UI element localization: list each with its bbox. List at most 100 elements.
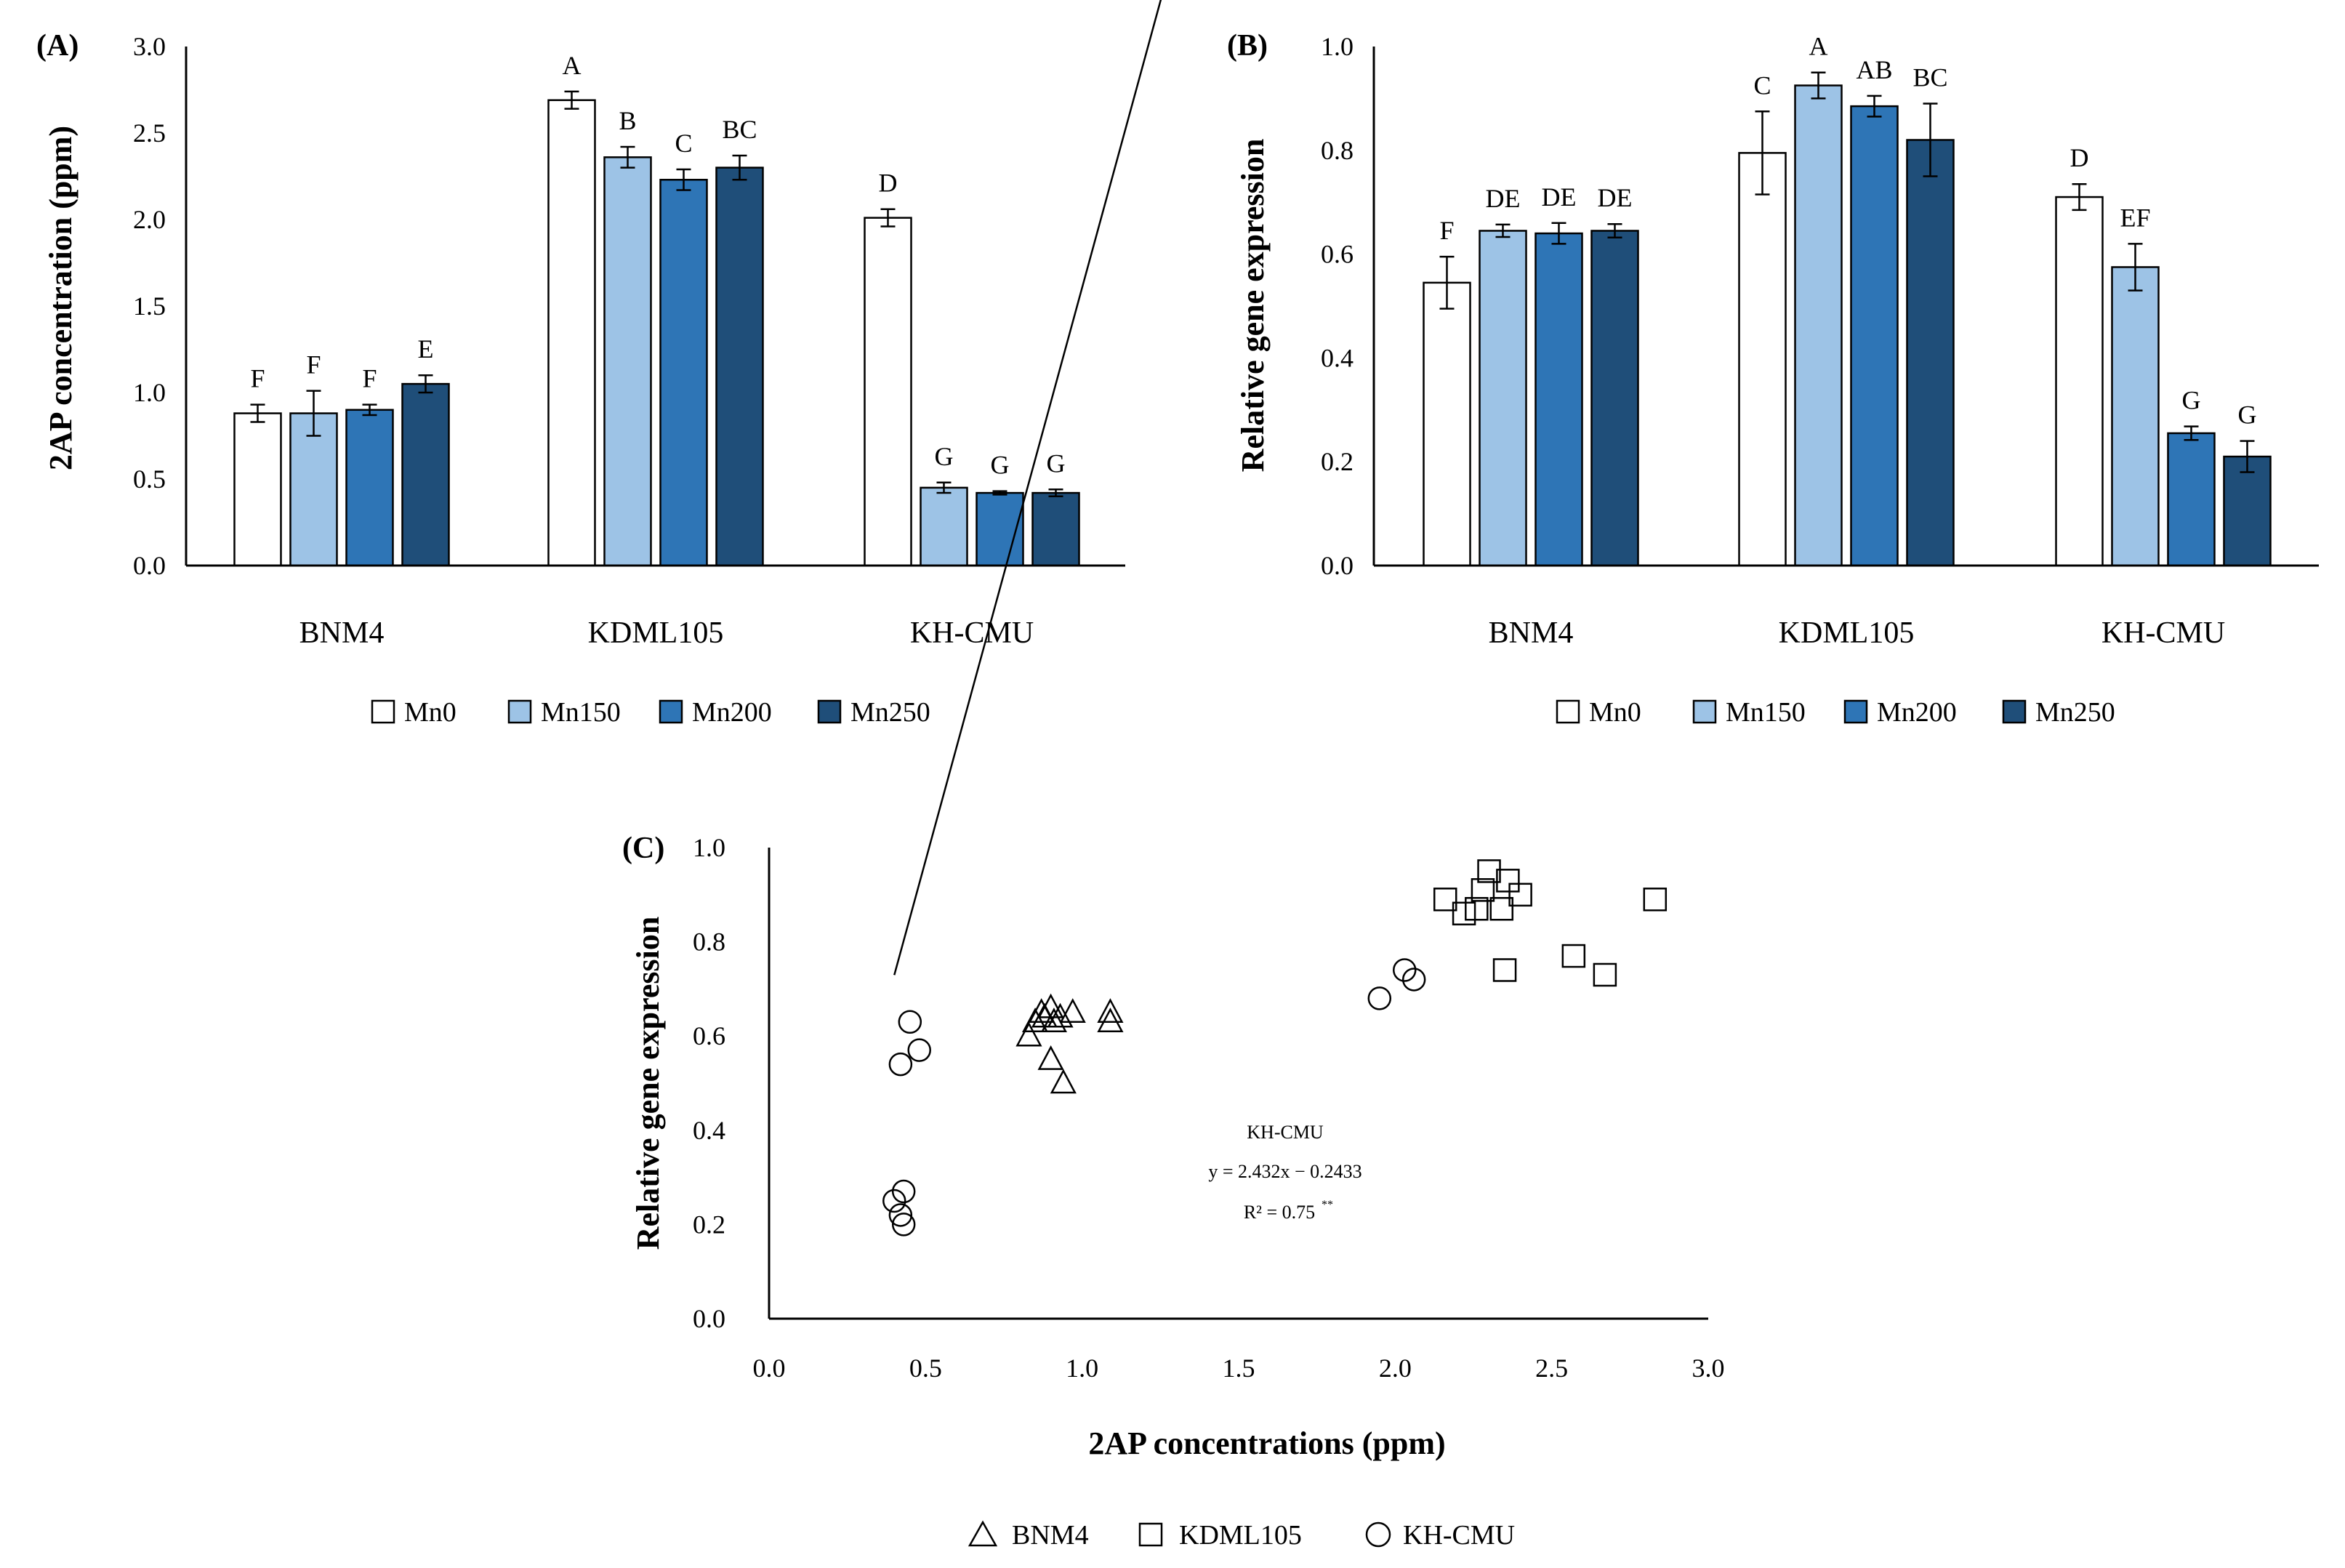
panel-a-legend-item-mn0: Mn0	[371, 697, 456, 728]
panel-b-y-ticks: 0.0 0.2 0.4 0.6 0.8 1.0	[1321, 32, 1353, 580]
panel-c-point-kh-cmu-4	[1367, 986, 1392, 1010]
panel-b-legend-label-mn0: Mn0	[1589, 697, 1641, 728]
panel-b-legend-label-mn150: Mn150	[1726, 697, 1806, 728]
panel-c-point-bnm4-9	[1097, 998, 1124, 1024]
panel-c-legend: BNM4 KDML105 KH-CMU	[968, 1520, 1515, 1551]
panel-a-kdml105-mn200-significance-letter: C	[675, 129, 692, 158]
panel-c-x-ticks: 0.0 0.5 1.0 1.5 2.0 2.5 3.0	[753, 1354, 1725, 1383]
panel-a-kdml105-mn200-bar	[659, 179, 708, 567]
panel-b-kdml105-mn0-significance-letter: C	[1753, 71, 1771, 100]
panel-c-annotation: KH-CMU y = 2.432x − 0.2433 R² = 0.75 **	[1208, 1122, 1361, 1223]
panel-a-bnm4-mn0-significance-letter: F	[250, 364, 265, 393]
a-y-tick-0-5: 0.5	[133, 465, 166, 494]
panel-a-legend-swatch-mn0	[371, 699, 395, 724]
panel-a-category-kdml105: KDML105	[588, 616, 724, 650]
panel-c-x-tick-1-0: 1.0	[1066, 1354, 1098, 1383]
panel-b-kh-cmu-mn200-bar	[2167, 432, 2216, 567]
panel-a-kh-cmu-mn200-significance-letter: G	[991, 451, 1010, 480]
panel-c-legend-label-kh-cmu: KH-CMU	[1403, 1520, 1515, 1551]
panel-c-trendline	[893, 0, 1162, 976]
panel-c-point-kdml105-10	[1561, 944, 1586, 968]
panel-c-legend-item-bnm4: BNM4	[968, 1520, 1089, 1551]
panel-c-point-kh-cmu-8	[891, 1179, 916, 1204]
panel-c-point-kdml105-4	[1471, 878, 1495, 902]
panel-c: (C) Relative gene expression 2AP concent…	[622, 0, 1725, 1551]
panel-b-kh-cmu-mn150-bar	[2111, 266, 2160, 567]
panel-c-y-tick-0-4: 0.4	[693, 1116, 725, 1145]
panel-a-legend-swatch-mn200	[659, 699, 683, 724]
panel-a-y-ticks: 0.0 0.5 1.0 1.5 2.0 2.5 3.0	[133, 32, 166, 580]
panel-c-y-tick-1-0: 1.0	[693, 833, 725, 862]
panel-a-kdml105-mn150-bar	[603, 156, 652, 567]
b-y-tick-0-6: 0.6	[1321, 240, 1353, 269]
panel-a-legend-item-mn150: Mn150	[507, 697, 621, 728]
b-y-tick-0-4: 0.4	[1321, 343, 1353, 372]
panel-a-legend: Mn0 Mn150 Mn200 Mn250	[371, 697, 930, 728]
panel-b-category-kh-cmu: KH-CMU	[2101, 616, 2225, 650]
a-y-tick-3-0: 3.0	[133, 32, 166, 61]
panel-c-legend-item-kh-cmu: KH-CMU	[1365, 1520, 1515, 1551]
panel-c-point-kdml105-9	[1492, 958, 1517, 982]
panel-b-category-kdml105: KDML105	[1779, 616, 1915, 650]
panel-c-x-tick-2-0: 2.0	[1379, 1354, 1412, 1383]
panel-c-x-tick-2-5: 2.5	[1535, 1354, 1568, 1383]
panel-b-label: (B)	[1227, 29, 1268, 63]
panel-b-legend: Mn0 Mn150 Mn200 Mn250	[1556, 697, 2115, 728]
panel-c-y-axis-title: Relative gene expression	[630, 917, 666, 1250]
panel-a-kdml105-mn0-significance-letter: A	[563, 51, 582, 80]
b-y-tick-0-8: 0.8	[1321, 136, 1353, 165]
b-y-tick-1-0: 1.0	[1321, 32, 1353, 61]
panel-b-bnm4-mn0-bar	[1423, 281, 1471, 567]
a-y-tick-1-5: 1.5	[133, 292, 166, 321]
panel-c-point-kdml105-8	[1508, 882, 1532, 907]
panel-c-annotation-r2-significance: **	[1322, 1199, 1333, 1211]
panel-a-kdml105-mn250-significance-letter: BC	[722, 115, 757, 144]
panel-a-legend-label-mn250: Mn250	[850, 697, 930, 728]
panel-b-legend-item-mn250: Mn250	[2002, 697, 2115, 728]
panel-b-kdml105-mn250-significance-letter: BC	[1912, 63, 1947, 92]
panel-b-bnm4-mn150-significance-letter: DE	[1486, 184, 1521, 213]
panel-a-bnm4-mn250-bar	[401, 382, 450, 567]
panel-c-point-bnm4-1	[1015, 1021, 1042, 1047]
panel-c-point-kh-cmu-10	[891, 1213, 916, 1237]
panel-c-points	[882, 859, 1668, 1237]
panel-c-label: (C)	[622, 832, 664, 865]
panel-b-bnm4-mn0-significance-letter: F	[1439, 216, 1454, 245]
panel-c-point-kdml105-1	[1433, 888, 1457, 912]
panel-b-kh-cmu-mn200-significance-letter: G	[2182, 386, 2201, 415]
panel-c-point-bnm4-2	[1021, 1008, 1049, 1033]
a-y-tick-2-5: 2.5	[133, 118, 166, 148]
panel-c-y-ticks: 0.0 0.2 0.4 0.6 0.8 1.0	[693, 833, 725, 1333]
panel-c-x-tick-3-0: 3.0	[1692, 1354, 1725, 1383]
panel-a-legend-label-mn200: Mn200	[692, 697, 772, 728]
panel-b-legend-swatch-mn0	[1556, 699, 1580, 724]
panel-b-kh-cmu-mn0-bar	[2055, 196, 2104, 567]
panel-c-point-bnm4-6	[1040, 1008, 1067, 1033]
panel-c-point-kdml105-11	[1593, 962, 1617, 987]
panel-c-point-bnm4-12	[1050, 1069, 1077, 1094]
panel-a-y-axis-title: 2AP concentration (ppm)	[43, 126, 79, 470]
panel-c-point-bnm4-8	[1059, 998, 1086, 1024]
panel-a-kh-cmu-mn0-bar	[864, 217, 912, 567]
a-y-tick-2-0: 2.0	[133, 205, 166, 234]
panel-c-point-kh-cmu-3	[888, 1052, 913, 1077]
panel-b-legend-swatch-mn250	[2002, 699, 2027, 724]
panel-b-legend-label-mn250: Mn250	[2035, 697, 2115, 728]
panel-c-legend-label-kdml105: KDML105	[1179, 1520, 1302, 1551]
b-y-tick-0-2: 0.2	[1321, 447, 1353, 476]
panel-b-legend-item-mn200: Mn200	[1843, 697, 1957, 728]
panel-c-x-axis-title: 2AP concentrations (ppm)	[1088, 1426, 1445, 1461]
panel-c-point-bnm4-10	[1097, 1008, 1124, 1033]
panel-c-point-kh-cmu-5	[1393, 958, 1417, 982]
panel-c-y-tick-0-8: 0.8	[693, 928, 725, 957]
panel-a-category-bnm4: BNM4	[299, 616, 385, 650]
panel-a-kh-cmu-mn150-significance-letter: G	[935, 442, 954, 471]
panel-b-kh-cmu-mn250-significance-letter: G	[2238, 401, 2257, 430]
panel-a-legend-swatch-mn150	[507, 699, 532, 724]
panel-c-point-bnm4-11	[1037, 1045, 1064, 1070]
panel-b-bnm4-mn250-bar	[1590, 230, 1639, 567]
panel-b-kdml105-mn0-bar	[1738, 152, 1787, 567]
panel-a-bnm4-mn0-bar	[233, 412, 282, 567]
panel-b-kdml105-mn150-significance-letter: A	[1809, 32, 1828, 61]
panel-c-point-bnm4-7	[1047, 1002, 1074, 1028]
